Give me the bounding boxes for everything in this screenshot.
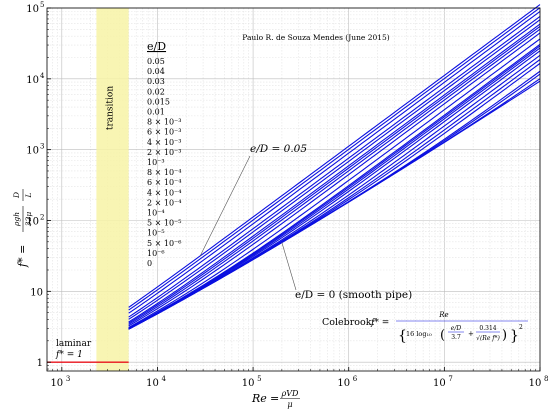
legend-item: 0.015 [147, 97, 170, 106]
turbulent-curve-3 [128, 15, 541, 318]
colebrook-brace-left: { [398, 328, 407, 344]
legend-item: 0 [147, 259, 152, 268]
legend-item: 10⁻⁶ [147, 249, 165, 258]
colebrook-plus: + [468, 330, 474, 338]
y-tick-exponent: 4 [40, 72, 45, 80]
x-tick-label: 10 [146, 378, 159, 389]
turbulent-curve-9 [128, 38, 541, 328]
colebrook-37: 3.7 [451, 334, 461, 341]
y-tick-label: 10 [26, 75, 39, 86]
smooth-annotation-leader [281, 242, 297, 291]
colebrook-equation: Colebrook: f* = Re { 16 log₁₀ ( e/D 3.7 … [322, 311, 528, 344]
legend-item: 4 × 10⁻³ [147, 138, 182, 147]
legend-item: 8 × 10⁻⁴ [147, 168, 182, 177]
x-tick-exponent: 3 [66, 375, 70, 383]
rough-annotation: e/D = 0.05 [199, 143, 307, 257]
transition-region [96, 8, 129, 371]
x-tick-label: 10 [433, 378, 446, 389]
legend-item: 10⁻⁴ [147, 209, 165, 218]
turbulent-curve-20 [128, 80, 541, 330]
colebrook-lhs: f* = [370, 318, 389, 328]
author-credit: Paulo R. de Souza Mendes (June 2015) [242, 33, 390, 42]
x-tick-exponent: 6 [353, 375, 358, 383]
y-tick-exponent: 5 [40, 1, 44, 9]
x-tick-label: 10 [529, 378, 542, 389]
legend-item: 0.05 [147, 57, 165, 66]
transition-label: transition [106, 86, 116, 130]
laminar-equation: f* = 1 [55, 350, 83, 360]
y-tick-label: 10 [26, 216, 39, 227]
colebrook-numerator: Re [438, 311, 448, 319]
colebrook-log: 16 log₁₀ [406, 330, 432, 338]
x-tick-exponent: 8 [544, 375, 548, 383]
x-tick-exponent: 7 [448, 375, 452, 383]
legend-item: 0.03 [147, 77, 165, 86]
legend-item: 6 × 10⁻⁴ [147, 178, 182, 187]
x-tick-exponent: 4 [161, 375, 166, 383]
y-label-lhs: f* = [16, 245, 29, 268]
turbulent-curve-8 [128, 32, 541, 327]
x-label-eq: = [270, 392, 279, 405]
x-tick-exponent: 5 [257, 375, 261, 383]
y-tick-exponent: 2 [40, 213, 44, 221]
turbulent-curve-7 [128, 28, 541, 325]
colebrook-square: 2 [519, 324, 523, 331]
turbulent-curve-1 [128, 7, 541, 311]
laminar-labels: laminar f* = 1 [55, 339, 92, 360]
y-label-denominator-2: L [24, 192, 33, 198]
plot-area [46, 7, 541, 372]
x-label-denominator: μ [287, 400, 292, 409]
turbulent-curve-5 [128, 23, 541, 323]
turbulent-curve-2 [128, 11, 541, 314]
x-tick-label: 10 [50, 378, 63, 389]
rough-annotation-leader [199, 155, 251, 257]
colebrook-label: Colebrook: [322, 317, 375, 328]
legend-item: 0.01 [147, 108, 165, 117]
legend-item: 4 × 10⁻⁴ [147, 188, 182, 197]
x-label-lhs: Re [251, 392, 267, 405]
legend-item: 0.02 [147, 87, 165, 96]
turbulent-curve-4 [128, 19, 541, 320]
colebrook-paren-right: ) [502, 328, 507, 343]
y-tick-label: 10 [26, 4, 39, 15]
y-label-denominator-1: 32μ [24, 212, 33, 227]
colebrook-brace-right: } [510, 328, 519, 344]
turbulent-curve-0 [128, 4, 541, 308]
y-label-numerator-2: D [12, 192, 21, 199]
y-tick-exponent: 3 [40, 143, 44, 151]
colebrook-paren-left: ( [440, 328, 445, 343]
colebrook-ed: e/D [451, 325, 462, 332]
legend-item: 0.04 [147, 67, 165, 76]
colebrook-sqrt: √(Re f*) [476, 335, 500, 342]
y-tick-label: 10 [30, 287, 43, 298]
x-axis-label: Re = ρVD μ [251, 389, 300, 409]
legend-item: 8 × 10⁻³ [147, 118, 182, 127]
legend-item: 5 × 10⁻⁵ [147, 219, 182, 228]
y-tick-label: 10 [26, 146, 39, 157]
laminar-label: laminar [56, 339, 92, 349]
legend-item: 6 × 10⁻³ [147, 128, 182, 137]
x-label-numerator: ρVD [281, 389, 299, 398]
legend-item: 10⁻⁵ [147, 229, 165, 238]
x-tick-label: 10 [337, 378, 350, 389]
y-label-numerator-1: ρgh [12, 212, 21, 227]
smooth-annotation-label: e/D = 0 (smooth pipe) [295, 289, 412, 301]
legend-item: 10⁻³ [147, 158, 165, 167]
turbulent-curves [128, 4, 541, 330]
x-tick-label: 10 [242, 378, 255, 389]
turbulent-curve-6 [128, 25, 541, 324]
rough-annotation-label: e/D = 0.05 [250, 143, 307, 155]
legend-item: 2 × 10⁻⁴ [147, 198, 182, 207]
legend-item: 2 × 10⁻³ [147, 148, 182, 157]
legend-item: 5 × 10⁻⁶ [147, 239, 182, 248]
y-tick-label: 1 [37, 358, 43, 369]
grid [46, 7, 541, 371]
y-axis-label: f* = ρgh 32μ D L [12, 189, 33, 268]
colebrook-0314: 0.314 [479, 325, 496, 332]
legend-title: e/D [147, 40, 166, 53]
smooth-annotation: e/D = 0 (smooth pipe) [281, 242, 412, 301]
